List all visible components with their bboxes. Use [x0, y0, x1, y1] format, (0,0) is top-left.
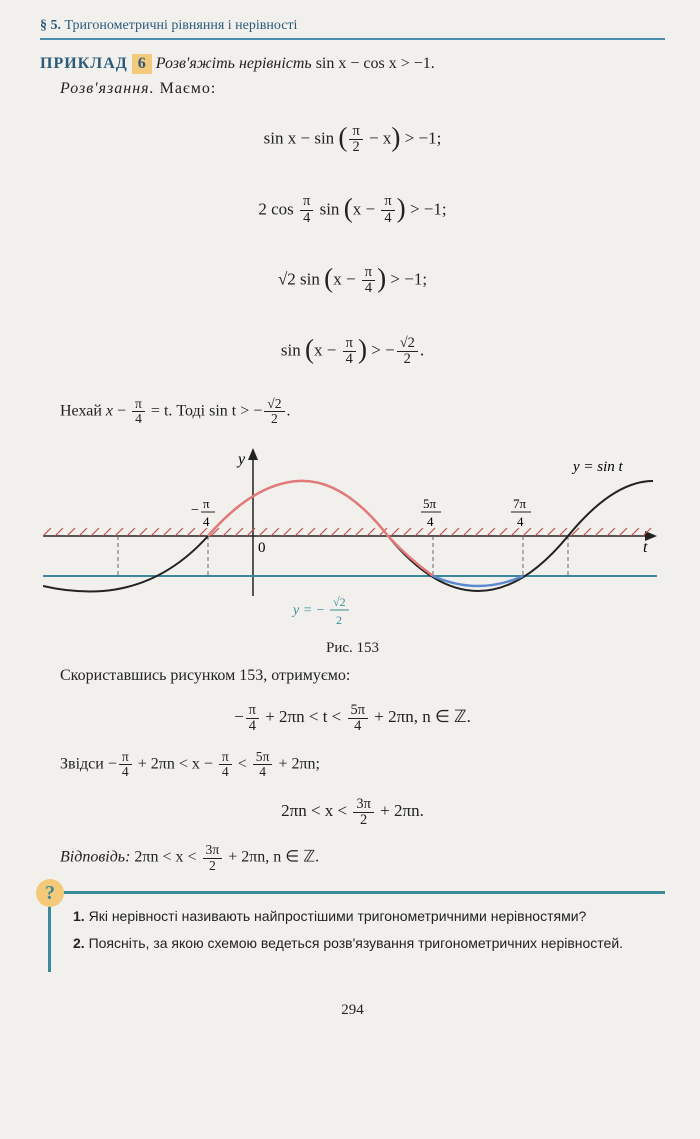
- questions-box: ? 1. Які нерівності називають найпростіш…: [48, 891, 665, 972]
- question-2: 2. Поясніть, за якою схемою ведеться роз…: [73, 933, 655, 954]
- example-heading: ПРИКЛАД 6 Розв'яжіть нерівність sin x − …: [40, 54, 665, 74]
- svg-text:4: 4: [517, 514, 524, 529]
- curve-label: y = sin t: [571, 459, 624, 475]
- figure-caption: Рис. 153: [40, 640, 665, 657]
- solution-heading: Розв'язання. Маємо:: [60, 80, 665, 98]
- svg-text:y = −: y = −: [291, 603, 325, 618]
- svg-text:4: 4: [203, 514, 210, 529]
- derivation: sin x − sin (π2 − x) > −1; 2 cos π4 sin …: [40, 104, 665, 387]
- svg-text:π: π: [203, 496, 210, 511]
- section-num: 5.: [51, 18, 62, 33]
- section-header: § 5. Тригонометричні рівняння і нерівнос…: [40, 18, 665, 40]
- section-title: Тригонометричні рівняння і нерівності: [65, 18, 298, 33]
- page: § 5. Тригонометричні рівняння і нерівнос…: [0, 0, 700, 1139]
- result-inequality-t: −π4 + 2πn < t < 5π4 + 2πn, n ∈ ℤ.: [40, 695, 665, 739]
- svg-text:7π: 7π: [513, 496, 527, 511]
- substitution-line: Нехай x − π4 = t. Тоді sin t > −√22.: [60, 397, 665, 427]
- math-line-1: sin x − sin (π2 − x) > −1;: [40, 104, 665, 175]
- sine-chart: y t 0 − π 4 5π 4 7π 4: [43, 436, 663, 636]
- question-mark-icon: ?: [36, 879, 64, 907]
- svg-text:4: 4: [427, 514, 434, 529]
- question-1: 1. Які нерівності називають найпростішим…: [73, 906, 655, 927]
- example-task: Розв'яжіть нерівність sin x − cos x > −1…: [156, 55, 435, 72]
- answer-line: Відповідь: 2πn < x < 3π2 + 2πn, n ∈ ℤ.: [60, 843, 665, 873]
- math-line-3: √2 sin (x − π4) > −1;: [40, 245, 665, 316]
- back-substitution: Звідси −π4 + 2πn < x − π4 < 5π4 + 2πn;: [60, 750, 665, 780]
- math-line-4: sin (x − π4) > −√22.: [40, 316, 665, 387]
- t-axis-label: t: [643, 539, 648, 556]
- page-number: 294: [40, 1002, 665, 1019]
- svg-text:√2: √2: [333, 595, 346, 609]
- svg-text:5π: 5π: [423, 496, 437, 511]
- result-inequality-x: 2πn < x < 3π2 + 2πn.: [40, 789, 665, 833]
- svg-text:−: −: [191, 503, 199, 518]
- origin-label: 0: [258, 540, 266, 556]
- after-figure-text: Скориставшись рисунком 153, отримуємо:: [60, 667, 665, 685]
- example-label: ПРИКЛАД: [40, 55, 128, 72]
- section-symbol: §: [40, 18, 47, 33]
- y-axis-label: y: [236, 451, 246, 468]
- math-line-2: 2 cos π4 sin (x − π4) > −1;: [40, 175, 665, 246]
- svg-text:2: 2: [336, 613, 342, 627]
- example-number: 6: [132, 54, 152, 74]
